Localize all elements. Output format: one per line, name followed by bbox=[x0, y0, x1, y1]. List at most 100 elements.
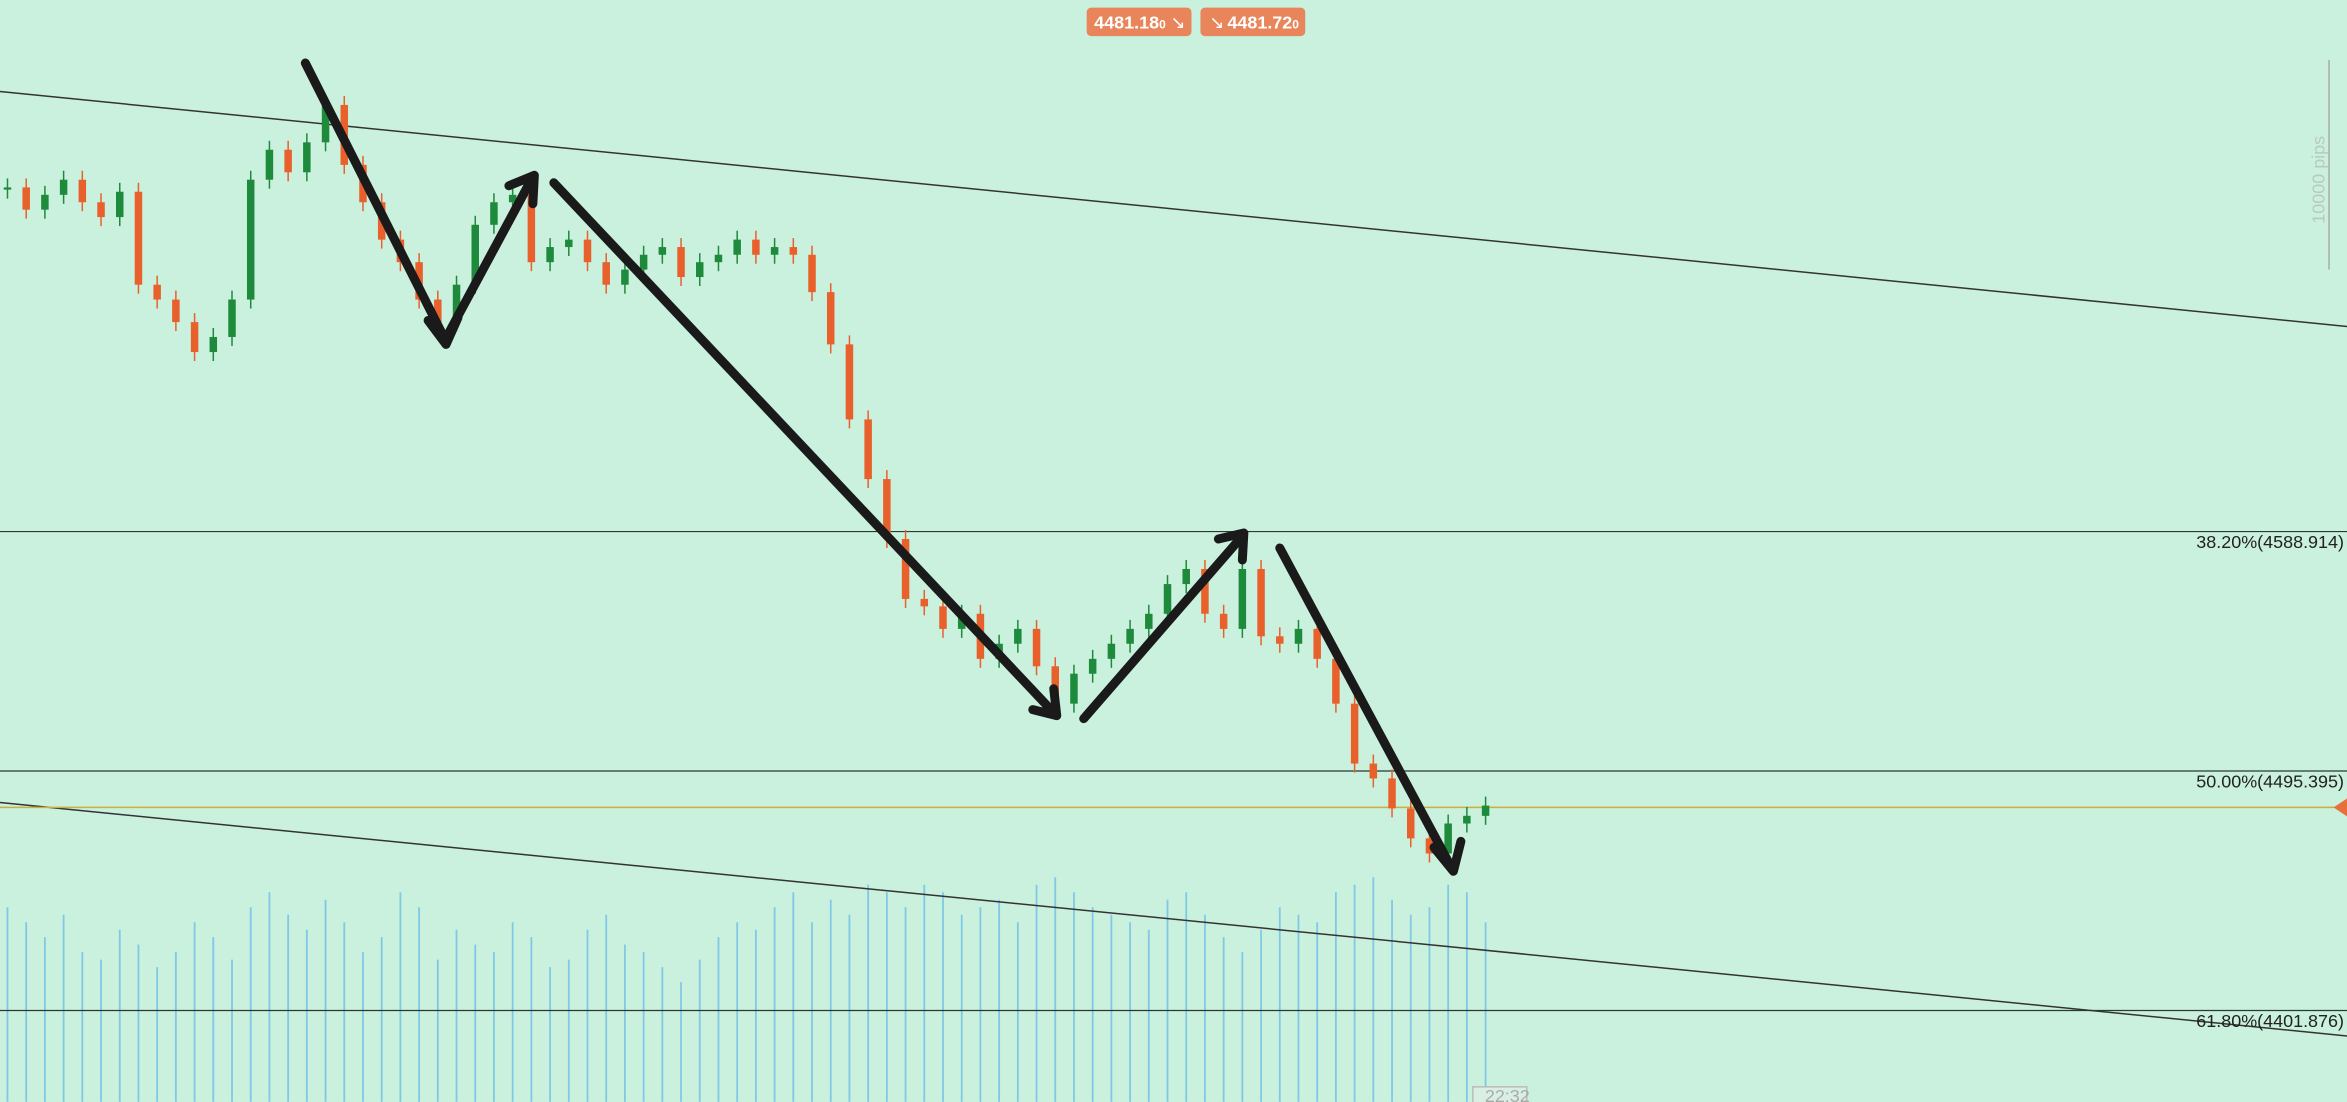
candle-body bbox=[228, 299, 236, 337]
ask-price-digit: 0 bbox=[1292, 18, 1299, 32]
candle-body bbox=[1388, 778, 1396, 809]
candle-body bbox=[134, 191, 143, 285]
candle-body bbox=[41, 194, 49, 210]
candle-body bbox=[471, 224, 479, 285]
arrow-head bbox=[1213, 528, 1249, 565]
candle-body bbox=[434, 299, 442, 323]
candle-body bbox=[1463, 815, 1471, 824]
candle-body bbox=[939, 606, 947, 629]
candle-body bbox=[1032, 628, 1041, 667]
candle-body bbox=[265, 149, 274, 180]
time-label: 22:32 bbox=[1485, 1086, 1530, 1102]
fib-label: 61.80%(4401.876) bbox=[2196, 1011, 2344, 1031]
arrow bbox=[549, 178, 1059, 718]
candle-body bbox=[677, 247, 685, 278]
bid-icon: ↘ bbox=[1171, 13, 1186, 33]
candle-body bbox=[1369, 763, 1378, 779]
candle-body bbox=[901, 539, 910, 599]
arrow bbox=[444, 172, 538, 337]
candle-body bbox=[658, 247, 667, 255]
candle-body bbox=[59, 179, 68, 195]
candle-body bbox=[116, 191, 124, 218]
bid-price: 4481.180 bbox=[1094, 13, 1166, 33]
candle-body bbox=[452, 284, 461, 323]
candle-body bbox=[845, 344, 854, 420]
candle-body bbox=[826, 292, 835, 345]
candle-body bbox=[696, 262, 704, 278]
candle-body bbox=[527, 194, 536, 263]
candle-body bbox=[1444, 823, 1452, 854]
candle-body bbox=[864, 419, 872, 480]
candle-body bbox=[583, 239, 592, 263]
candle-body bbox=[1163, 584, 1172, 614]
candle-body bbox=[1350, 703, 1359, 764]
candle-body bbox=[733, 239, 741, 255]
candle-body bbox=[1088, 658, 1097, 674]
candle-body bbox=[1107, 643, 1116, 659]
candle-body bbox=[770, 247, 779, 255]
candle-body bbox=[3, 187, 12, 190]
price-badges[interactable]: 4481.180 ↘ ↘ 4481.720 bbox=[1086, 7, 1306, 37]
candle-body bbox=[303, 142, 311, 173]
trend-line bbox=[0, 801, 2347, 1037]
candle-body bbox=[22, 187, 30, 210]
bid-badge[interactable] bbox=[1086, 7, 1192, 37]
candle-body bbox=[1425, 838, 1434, 854]
candle-body bbox=[1257, 568, 1265, 637]
candle-body bbox=[639, 254, 648, 270]
candle-body bbox=[209, 336, 218, 353]
current-price-marker bbox=[2333, 798, 2347, 817]
candle-body bbox=[752, 239, 760, 255]
candle-body bbox=[1014, 628, 1022, 644]
candle-body bbox=[246, 179, 255, 300]
arrow-head bbox=[504, 170, 539, 209]
arrow bbox=[300, 58, 451, 346]
candle-body bbox=[602, 262, 610, 285]
trend-line bbox=[0, 90, 2347, 328]
arrow bbox=[1079, 531, 1247, 724]
arrows bbox=[300, 58, 1466, 876]
candle-body bbox=[97, 202, 105, 218]
candle-body bbox=[284, 149, 292, 173]
candle-body bbox=[808, 254, 816, 293]
candle-body bbox=[153, 284, 161, 300]
candle-body bbox=[78, 179, 87, 203]
candle-body bbox=[1332, 658, 1340, 704]
candle-body bbox=[1219, 613, 1228, 629]
time-badge bbox=[1472, 1086, 1528, 1102]
arrow-head bbox=[1429, 836, 1466, 876]
candle-body bbox=[546, 247, 554, 263]
candle-body bbox=[565, 239, 573, 248]
fib-label: 50.00%(4495.395) bbox=[2196, 771, 2344, 791]
candle-body bbox=[714, 254, 723, 263]
ask-icon: ↘ bbox=[1209, 13, 1224, 33]
candle-body bbox=[321, 104, 330, 143]
candle-body bbox=[1481, 805, 1490, 816]
ask-badge[interactable] bbox=[1200, 7, 1306, 37]
bid-price-digit: 0 bbox=[1159, 18, 1166, 32]
candle-body bbox=[920, 598, 929, 607]
candle-body bbox=[621, 269, 629, 285]
fib-levels: 38.20%(4588.914) 50.00%(4495.395) 61.80%(4… bbox=[0, 530, 2347, 1031]
ask-price-main: 4481.72 bbox=[1227, 13, 1292, 33]
candle-body bbox=[883, 479, 891, 540]
candle-body bbox=[1313, 628, 1321, 659]
candle-body bbox=[1201, 568, 1209, 614]
candle-body bbox=[1407, 808, 1415, 839]
candle-body bbox=[1294, 628, 1303, 644]
candle-body bbox=[172, 299, 180, 323]
bid-price-main: 4481.18 bbox=[1094, 13, 1159, 33]
candle-body bbox=[1070, 673, 1078, 704]
candle-body bbox=[789, 247, 798, 255]
volume-layer bbox=[6, 877, 1487, 1102]
candle-body bbox=[190, 322, 199, 353]
candle-body bbox=[1276, 636, 1284, 644]
pips-label: 10000 pips bbox=[2309, 136, 2329, 224]
arrow bbox=[1275, 543, 1457, 873]
candle-body bbox=[1238, 568, 1247, 629]
candle-body bbox=[490, 202, 498, 225]
candle-body bbox=[508, 194, 517, 203]
